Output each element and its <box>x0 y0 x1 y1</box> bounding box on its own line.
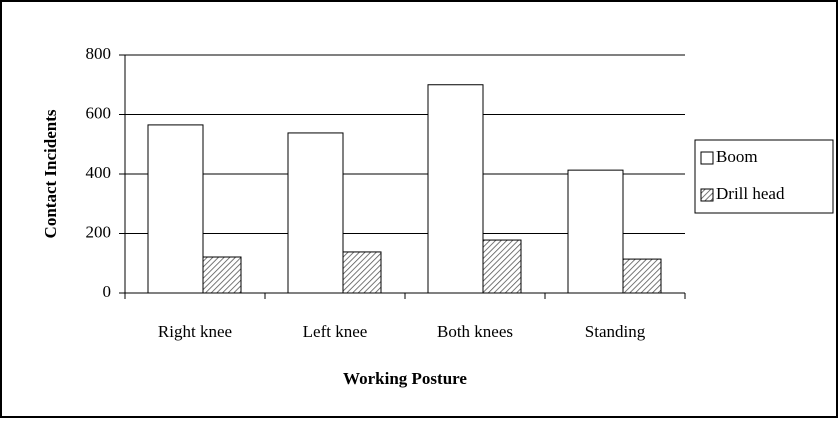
y-tick-label: 200 <box>86 222 112 241</box>
bar <box>622 258 662 294</box>
y-tick-label: 400 <box>86 163 112 182</box>
legend-label: Boom <box>716 147 758 166</box>
bar <box>147 124 204 294</box>
x-tick-label: Left knee <box>303 322 368 341</box>
x-tick-label: Standing <box>585 322 646 341</box>
legend-swatch <box>700 151 714 165</box>
x-tick-label: Both knees <box>437 322 513 341</box>
y-tick-label: 0 <box>103 282 112 301</box>
y-tick-label: 600 <box>86 103 112 122</box>
bar <box>482 239 522 294</box>
bar <box>202 256 242 294</box>
legend-label: Drill head <box>716 184 785 203</box>
legend-swatch <box>700 188 714 202</box>
y-tick-label: 800 <box>86 44 112 63</box>
x-tick-label: Right knee <box>158 322 232 341</box>
bar <box>427 84 484 294</box>
x-axis-title: Working Posture <box>343 369 467 388</box>
legend-box <box>694 139 834 214</box>
bar <box>342 251 382 294</box>
bar <box>567 169 624 294</box>
bar <box>287 132 344 294</box>
y-axis-title: Contact Incidents <box>41 109 60 238</box>
